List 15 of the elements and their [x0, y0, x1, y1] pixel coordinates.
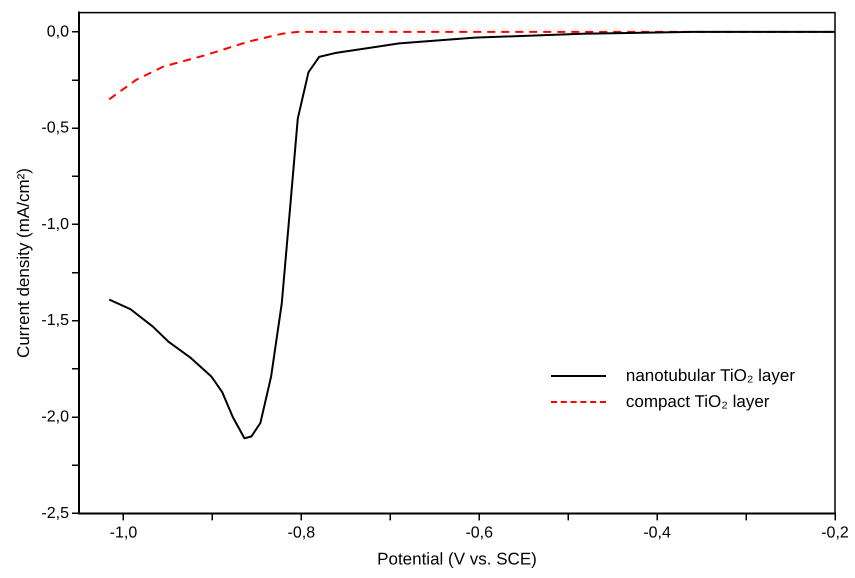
y-tick-label: -0,5	[41, 120, 70, 137]
legend-label: nanotubular TiO₂ layer	[626, 365, 795, 388]
y-tick-label: -2,0	[41, 408, 70, 426]
x-tick-label: -0,6	[465, 524, 494, 542]
x-axis-title: Potential (V vs. SCE)	[377, 549, 537, 568]
x-tick-label: -1,0	[110, 524, 138, 542]
y-tick-label: -1,5	[41, 312, 70, 330]
y-axis-title: Current density (mA/cm²)	[14, 168, 33, 358]
x-tick-label: -0,8	[288, 524, 316, 542]
x-tick-label: -0,4	[643, 524, 671, 542]
x-tick-label: -0,2	[821, 524, 849, 542]
y-tick-label: 0,0	[46, 23, 70, 40]
legend-label: compact TiO₂ layer	[626, 391, 770, 414]
y-tick-label: -1,0	[41, 216, 70, 233]
y-tick-label: -2,5	[41, 504, 70, 522]
